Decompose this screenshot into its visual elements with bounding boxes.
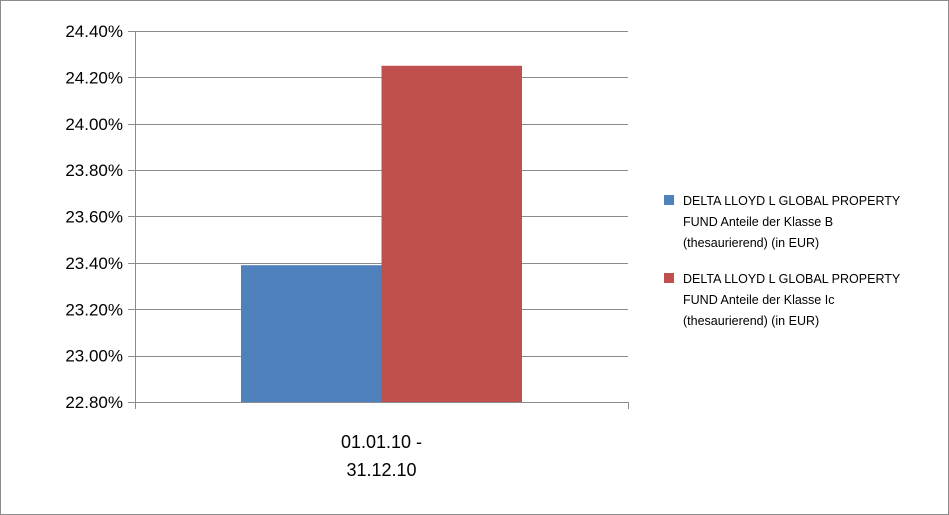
bars xyxy=(240,65,523,402)
y-tick-label: 24.40% xyxy=(65,22,123,41)
legend: DELTA LLOYD L GLOBAL PROPERTY FUND Anteil… xyxy=(664,194,901,328)
bar-series-2 xyxy=(381,65,523,402)
legend-entry-1: DELTA LLOYD L GLOBAL PROPERTY FUND Anteil… xyxy=(683,194,901,250)
y-tick-label: 23.00% xyxy=(65,347,123,366)
y-tick-label: 24.00% xyxy=(65,115,123,134)
legend-swatch-1 xyxy=(664,195,674,205)
legend-entry-2: DELTA LLOYD L GLOBAL PROPERTY FUND Anteil… xyxy=(683,272,901,328)
y-tick-label: 22.80% xyxy=(65,393,123,412)
legend-swatch-2 xyxy=(664,273,674,283)
y-tick-label: 23.40% xyxy=(65,254,123,273)
y-tick-label: 23.80% xyxy=(65,161,123,180)
y-tick-label: 23.60% xyxy=(65,208,123,227)
y-tick-label: 24.20% xyxy=(65,68,123,87)
bar-series-1 xyxy=(240,265,382,402)
x-category-label: 01.01.10 -31.12.10 xyxy=(341,432,422,480)
y-tick-label: 23.20% xyxy=(65,300,123,319)
axes xyxy=(135,31,629,409)
x-category-labels: 01.01.10 -31.12.10 xyxy=(341,432,422,480)
y-tick-labels: 22.80% 23.00% 23.20% 23.40% 23.60% 23.80% 24.0… xyxy=(65,22,123,412)
